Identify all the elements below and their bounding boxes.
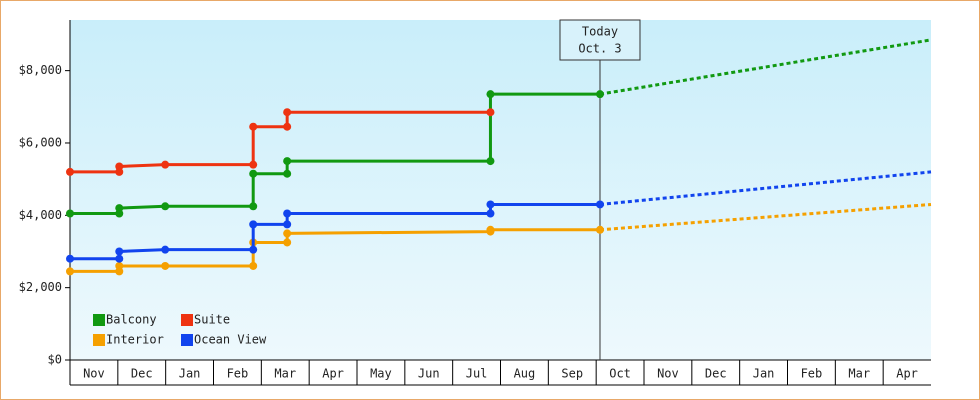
data-point bbox=[249, 160, 258, 169]
data-point bbox=[66, 254, 74, 263]
y-tick-label: $0 bbox=[48, 353, 62, 367]
data-point bbox=[283, 169, 292, 178]
x-tick-label: Oct bbox=[609, 367, 631, 381]
legend-label: Ocean View bbox=[194, 333, 267, 347]
data-point bbox=[161, 245, 170, 254]
data-point bbox=[486, 209, 495, 218]
x-tick-label: Apr bbox=[322, 367, 344, 381]
data-point bbox=[66, 267, 74, 276]
y-tick-label: $6,000 bbox=[19, 135, 62, 149]
y-tick-label: $4,000 bbox=[19, 208, 62, 222]
today-label: Oct. 3 bbox=[578, 42, 621, 56]
data-point bbox=[115, 261, 124, 270]
data-point bbox=[115, 162, 124, 171]
data-point bbox=[595, 225, 604, 234]
data-point bbox=[283, 108, 292, 117]
data-point bbox=[283, 220, 292, 229]
x-tick-label: Mar bbox=[274, 367, 296, 381]
legend-label: Interior bbox=[106, 333, 164, 347]
projection-line bbox=[599, 202, 932, 232]
today-label: Today bbox=[582, 25, 618, 39]
data-point bbox=[161, 261, 170, 270]
data-point bbox=[486, 108, 495, 117]
data-point bbox=[283, 229, 292, 238]
data-point bbox=[161, 202, 170, 211]
legend-swatch bbox=[93, 314, 105, 326]
data-point bbox=[115, 247, 124, 256]
x-tick-label: Dec bbox=[705, 367, 727, 381]
data-point bbox=[486, 225, 495, 234]
data-point bbox=[249, 245, 258, 254]
data-point bbox=[115, 204, 124, 213]
data-point bbox=[249, 202, 258, 211]
y-tick-label: $2,000 bbox=[19, 280, 62, 294]
data-point bbox=[115, 254, 124, 263]
x-tick-label: Jun bbox=[418, 367, 440, 381]
x-tick-label: Aug bbox=[514, 367, 536, 381]
data-point bbox=[66, 167, 74, 176]
legend-label: Balcony bbox=[106, 313, 157, 327]
x-tick-label: Nov bbox=[83, 367, 105, 381]
data-point bbox=[283, 122, 292, 131]
x-tick-label: Sep bbox=[561, 367, 583, 381]
data-point bbox=[595, 90, 604, 99]
x-tick-label: Jan bbox=[753, 367, 775, 381]
x-tick-label: Jul bbox=[466, 367, 488, 381]
x-tick-label: Jan bbox=[179, 367, 201, 381]
legend-label: Suite bbox=[194, 313, 230, 327]
x-tick-label: Nov bbox=[657, 367, 679, 381]
x-tick-label: May bbox=[370, 367, 392, 381]
plot-area bbox=[70, 20, 931, 360]
today-box bbox=[559, 19, 641, 61]
data-point bbox=[66, 209, 74, 218]
legend-swatch bbox=[181, 334, 193, 346]
data-point bbox=[283, 209, 292, 218]
x-tick-label: Feb bbox=[801, 367, 823, 381]
data-point bbox=[283, 157, 292, 166]
legend-swatch bbox=[181, 314, 193, 326]
data-point bbox=[249, 122, 258, 131]
x-tick-label: Dec bbox=[131, 367, 153, 381]
data-point bbox=[161, 160, 170, 169]
x-tick-label: Mar bbox=[848, 367, 870, 381]
data-point bbox=[249, 220, 258, 229]
data-point bbox=[486, 157, 495, 166]
data-point bbox=[486, 90, 495, 99]
data-point bbox=[486, 200, 495, 209]
y-tick-label: $8,000 bbox=[19, 63, 62, 77]
legend-swatch bbox=[93, 334, 105, 346]
data-point bbox=[249, 169, 258, 178]
data-point bbox=[249, 261, 258, 270]
data-point bbox=[595, 200, 604, 209]
x-tick-label: Feb bbox=[227, 367, 249, 381]
data-point bbox=[283, 238, 292, 247]
x-tick-label: Apr bbox=[896, 367, 918, 381]
